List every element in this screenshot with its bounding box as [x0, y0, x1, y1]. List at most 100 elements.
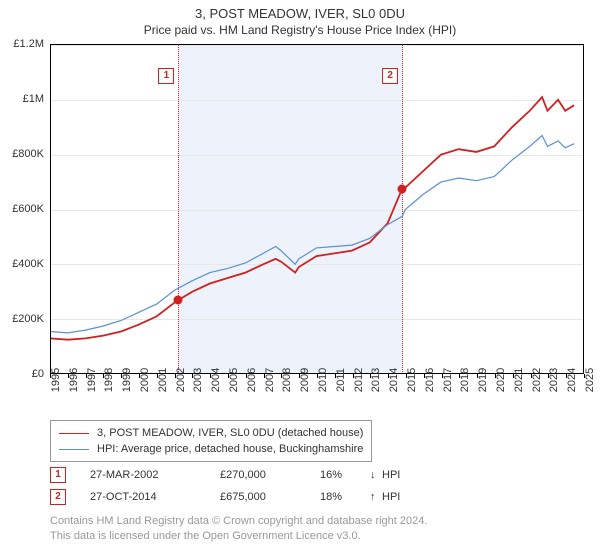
events-row-price: £675,000	[220, 491, 320, 503]
legend-label: 3, POST MEADOW, IVER, SL0 0DU (detached …	[97, 427, 363, 439]
x-tick-label: 2020	[495, 368, 507, 392]
x-tick-label: 1997	[86, 368, 98, 392]
x-tick-label: 2023	[548, 368, 560, 392]
x-tick-label: 2002	[175, 368, 187, 392]
x-tick	[370, 374, 371, 378]
x-tick-label: 2006	[246, 368, 258, 392]
x-tick-label: 2016	[424, 368, 436, 392]
events-row-ref: HPI	[382, 491, 412, 503]
x-tick	[210, 374, 211, 378]
footer-line-2: This data is licensed under the Open Gov…	[50, 529, 427, 544]
x-tick	[139, 374, 140, 378]
footer-line-1: Contains HM Land Registry data © Crown c…	[50, 514, 427, 529]
x-tick	[335, 374, 336, 378]
series-hpi	[50, 136, 574, 333]
x-tick	[175, 374, 176, 378]
x-tick-label: 2000	[139, 368, 151, 392]
series-property_price	[50, 97, 574, 340]
events-row-arrow-icon: ↑	[370, 491, 382, 503]
x-tick-label: 2025	[584, 368, 596, 392]
x-tick	[406, 374, 407, 378]
x-tick	[531, 374, 532, 378]
x-tick	[495, 374, 496, 378]
x-tick	[513, 374, 514, 378]
events-row-date: 27-OCT-2014	[90, 491, 220, 503]
legend-row: HPI: Average price, detached house, Buck…	[59, 441, 363, 457]
y-tick-label: £600K	[12, 203, 44, 215]
x-tick	[442, 374, 443, 378]
events-row-badge: 1	[50, 467, 66, 483]
events-row-pct: 16%	[320, 469, 370, 481]
footer-attribution: Contains HM Land Registry data © Crown c…	[50, 514, 427, 544]
x-tick-label: 1995	[50, 368, 62, 392]
x-tick	[566, 374, 567, 378]
x-tick	[157, 374, 158, 378]
y-tick-label: £400K	[12, 258, 44, 270]
events-row-date: 27-MAR-2002	[90, 469, 220, 481]
x-tick-label: 2005	[228, 368, 240, 392]
x-tick-label: 1999	[121, 368, 133, 392]
x-tick	[86, 374, 87, 378]
x-tick	[299, 374, 300, 378]
legend-swatch	[59, 449, 89, 450]
chart-subtitle: Price paid vs. HM Land Registry's House …	[0, 21, 600, 41]
y-tick-label: £0	[32, 368, 44, 380]
y-axis: £0£200K£400K£600K£800K£1M£1.2M	[0, 44, 48, 374]
x-tick	[281, 374, 282, 378]
events-table: 1 27-MAR-2002£270,00016%↓HPI 2 27-OCT-2014£…	[50, 464, 412, 508]
events-row-pct: 18%	[320, 491, 370, 503]
x-tick-label: 2021	[513, 368, 525, 392]
plot-area: 12	[50, 44, 584, 374]
events-row: 2 27-OCT-2014£675,00018%↑HPI	[50, 486, 412, 508]
x-tick	[584, 374, 585, 378]
chart-lines	[50, 45, 583, 374]
x-tick-label: 1998	[103, 368, 115, 392]
x-tick	[228, 374, 229, 378]
events-row-ref: HPI	[382, 469, 412, 481]
x-tick-label: 2012	[353, 368, 365, 392]
x-tick-label: 2001	[157, 368, 169, 392]
x-tick	[424, 374, 425, 378]
legend-row: 3, POST MEADOW, IVER, SL0 0DU (detached …	[59, 425, 363, 441]
x-tick-label: 2024	[566, 368, 578, 392]
x-tick	[548, 374, 549, 378]
axis-left	[50, 45, 51, 374]
legend-swatch	[59, 433, 89, 434]
x-tick	[264, 374, 265, 378]
x-tick-label: 2004	[210, 368, 222, 392]
x-tick-label: 2010	[317, 368, 329, 392]
x-tick-label: 2018	[459, 368, 471, 392]
x-tick	[50, 374, 51, 378]
chart-container: 3, POST MEADOW, IVER, SL0 0DU Price paid…	[0, 0, 600, 560]
legend-label: HPI: Average price, detached house, Buck…	[97, 443, 363, 455]
x-tick-label: 1996	[68, 368, 80, 392]
x-tick-label: 2013	[370, 368, 382, 392]
x-tick	[121, 374, 122, 378]
x-tick-label: 2014	[388, 368, 400, 392]
x-tick	[459, 374, 460, 378]
events-row-arrow-icon: ↓	[370, 469, 382, 481]
x-tick-label: 2011	[335, 368, 347, 392]
y-tick-label: £1M	[23, 93, 44, 105]
events-row: 1 27-MAR-2002£270,00016%↓HPI	[50, 464, 412, 486]
y-tick-label: £1.2M	[13, 38, 44, 50]
x-tick-label: 2009	[299, 368, 311, 392]
events-row-price: £270,000	[220, 469, 320, 481]
legend: 3, POST MEADOW, IVER, SL0 0DU (detached …	[50, 420, 372, 462]
x-tick	[353, 374, 354, 378]
y-tick-label: £200K	[12, 313, 44, 325]
events-row-badge: 2	[50, 489, 66, 505]
x-tick	[477, 374, 478, 378]
x-tick	[103, 374, 104, 378]
x-tick	[68, 374, 69, 378]
x-tick	[317, 374, 318, 378]
y-tick-label: £800K	[12, 148, 44, 160]
x-tick-label: 2015	[406, 368, 418, 392]
x-tick-label: 2017	[442, 368, 454, 392]
x-tick-label: 2003	[192, 368, 204, 392]
x-tick-label: 2022	[531, 368, 543, 392]
x-tick-label: 2008	[281, 368, 293, 392]
x-tick	[388, 374, 389, 378]
x-tick	[246, 374, 247, 378]
x-tick	[192, 374, 193, 378]
